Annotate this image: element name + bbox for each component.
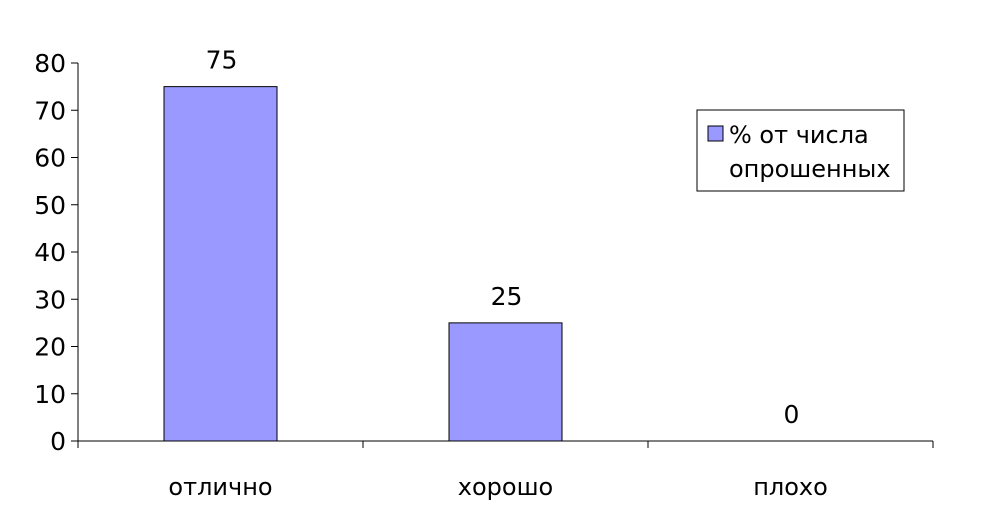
x-category-label: хорошо [458,473,553,501]
y-tick-label: 0 [50,427,66,456]
legend-box [696,109,905,192]
bar-2 [448,322,563,442]
x-category-label: плохо [753,473,828,501]
labels: 75 отлично 25 хорошо 0 плохо [168,46,827,501]
y-tick-label: 10 [34,380,66,409]
legend-label-line-2: опрошенных [729,155,891,183]
legend-swatch [707,125,724,142]
y-tick-label: 70 [34,96,66,125]
bar-1 [163,86,278,442]
data-label: 75 [206,46,238,75]
y-tick-label: 60 [34,144,66,173]
y-tick-label: 30 [34,285,66,314]
y-tick-label: 40 [34,238,66,267]
bars [163,86,563,442]
x-category-label: отлично [168,473,272,501]
y-tick-label: 80 [34,49,66,78]
y-tick-label: 50 [34,191,66,220]
y-tick-label: 20 [34,333,66,362]
legend-label-line-1: % от числа [729,121,869,149]
data-label: 0 [784,400,800,429]
data-label: 25 [491,282,523,311]
legend: % от числа опрошенных [696,109,905,192]
axes: 0 10 20 30 40 50 60 70 80 [34,49,934,456]
